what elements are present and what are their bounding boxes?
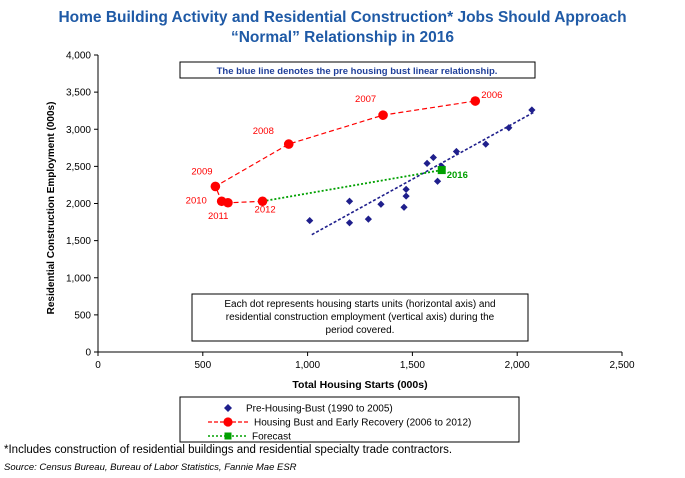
y-tick-label: 3,000 xyxy=(66,125,91,136)
y-tick-label: 3,500 xyxy=(66,88,91,99)
legend: Pre-Housing-Bust (1990 to 2005) Housing … xyxy=(179,396,520,443)
year-label-2007: 2007 xyxy=(355,94,376,105)
pre-bust-point xyxy=(345,219,354,227)
legend-box xyxy=(179,396,520,443)
y-tick-label: 500 xyxy=(74,310,91,321)
pre-bust-point xyxy=(364,215,372,223)
y-tick-label: 1,500 xyxy=(66,236,91,247)
forecast-point xyxy=(437,166,446,175)
bottom-annotation-line-1: Each dot represents housing starts units… xyxy=(224,299,495,310)
pre-bust-point xyxy=(433,177,442,185)
year-label-2011: 2011 xyxy=(208,211,228,222)
legend-square-icon xyxy=(224,432,232,440)
legend-diamond-icon xyxy=(224,404,232,412)
bottom-annotation-box xyxy=(191,293,529,342)
x-tick-label: 1,000 xyxy=(295,360,320,371)
year-label-2010: 2010 xyxy=(186,195,207,206)
y-tick-label: 2,000 xyxy=(66,199,91,210)
pre-bust-point xyxy=(400,203,408,211)
pre-bust-point xyxy=(402,185,410,193)
forecast-line xyxy=(262,169,442,203)
pre-bust-point xyxy=(452,147,461,156)
x-axis-label: Total Housing Starts (000s) xyxy=(292,379,427,391)
pre-bust-point xyxy=(377,200,385,208)
axes-layer: 0 500 1,000 1,500 2,000 2,500 3,000 3,500 4,000 0… xyxy=(66,51,635,372)
legend-label-forecast: Forecast xyxy=(252,432,291,443)
x-tick-label: 500 xyxy=(194,360,211,371)
pre-bust-point xyxy=(505,124,513,132)
bust-recovery-point xyxy=(210,181,221,192)
pre-bust-point xyxy=(528,106,536,114)
bust-recovery-point xyxy=(283,139,294,149)
top-annotation-text: The blue line denotes the pre housing bu… xyxy=(217,66,498,77)
pre-bust-point xyxy=(402,192,410,200)
top-annotation-box xyxy=(179,61,536,79)
pre-bust-point xyxy=(345,197,354,205)
pre-bust-point xyxy=(423,159,431,168)
y-tick-label: 0 xyxy=(85,348,91,359)
pre-bust-point xyxy=(482,140,490,148)
x-tick-label: 2,500 xyxy=(609,360,634,371)
bottom-annotation-line-2: residential construction employment (ver… xyxy=(226,312,495,323)
pre-bust-point xyxy=(429,153,437,162)
x-tick-label: 1,500 xyxy=(400,360,425,371)
x-tick-label: 0 xyxy=(95,360,101,371)
pre-bust-point xyxy=(306,216,314,225)
year-label-2008: 2008 xyxy=(253,126,274,137)
year-label-2009: 2009 xyxy=(191,166,212,177)
y-tick-label: 2,500 xyxy=(66,162,91,173)
chart-title-line-1: Home Building Activity and Residential C… xyxy=(58,9,627,26)
chart-title-line-2: “Normal” Relationship in 2016 xyxy=(230,29,455,46)
legend-label-pre-bust: Pre-Housing-Bust (1990 to 2005) xyxy=(246,404,393,415)
bottom-annotation-line-3: period covered. xyxy=(326,325,395,336)
year-label-2012: 2012 xyxy=(255,204,276,215)
y-axis-label: Residential Construction Employment (000… xyxy=(46,102,57,315)
legend-label-bust-recovery: Housing Bust and Early Recovery (2006 to… xyxy=(254,418,471,429)
bust-recovery-point xyxy=(378,110,388,120)
legend-circle-icon xyxy=(223,417,233,427)
bust-recovery-point xyxy=(257,196,268,207)
y-tick-label: 1,000 xyxy=(66,273,91,284)
pre-bust-trend-line xyxy=(311,111,535,236)
x-tick-label: 2,000 xyxy=(505,360,530,371)
footnote: *Includes construction of residential bu… xyxy=(4,444,453,456)
source-note: Source: Census Bureau, Bureau of Labor S… xyxy=(4,462,297,473)
y-tick-label: 4,000 xyxy=(66,51,91,62)
bust-recovery-trend-line xyxy=(214,100,476,204)
year-label-2016: 2016 xyxy=(447,170,468,181)
year-label-2006: 2006 xyxy=(481,90,502,101)
bust-recovery-point xyxy=(223,197,233,208)
bust-recovery-point xyxy=(470,96,481,106)
